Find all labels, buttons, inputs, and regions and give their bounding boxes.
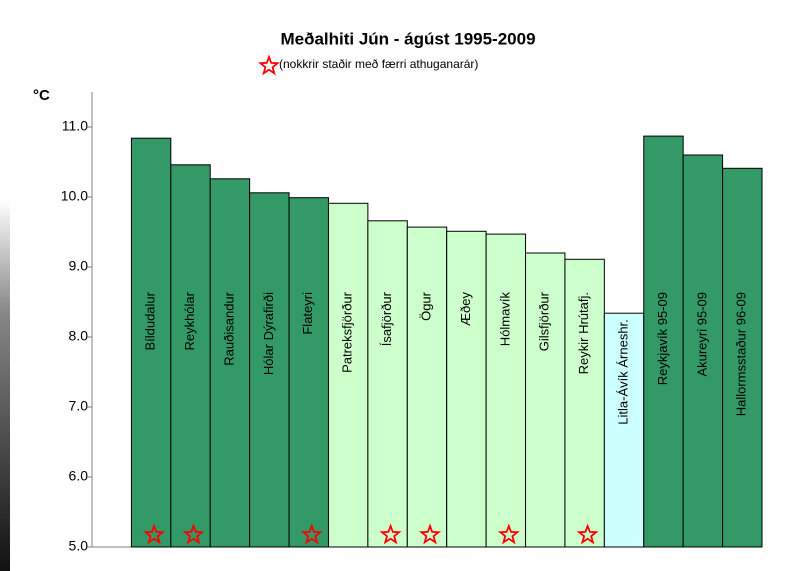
subtitle: (nokkrir staðir með færri athuganarár) <box>279 57 478 71</box>
y-tick-label: 5.0 <box>69 538 89 554</box>
bar-label: Flateyri <box>300 292 315 335</box>
bar-label: Ögur <box>418 291 433 321</box>
bar-label: Reykjavík 95-09 <box>655 292 670 385</box>
bar-label: Akureyri 95-09 <box>694 292 709 377</box>
bar-label: Hólmavík <box>497 292 512 347</box>
bar <box>603 312 645 548</box>
y-tick-label: 10.0 <box>61 188 88 204</box>
y-tick-label: 9.0 <box>69 258 89 274</box>
y-tick-label: 6.0 <box>69 468 89 484</box>
bar-label: Reykir Hrútafj. <box>576 292 591 374</box>
y-tick-label: 8.0 <box>69 328 89 344</box>
legend-star <box>257 54 281 76</box>
star-marker <box>576 523 599 545</box>
bar <box>485 233 527 548</box>
bar <box>446 230 487 548</box>
y-axis-label: °C <box>33 87 50 104</box>
y-tick-label: 11.0 <box>62 118 88 134</box>
bar-label: Hólar Dýrafirði <box>261 292 276 375</box>
star-marker <box>497 523 520 545</box>
bar <box>643 135 684 548</box>
bar <box>525 252 566 548</box>
bar-label: Bíldudalur <box>143 291 158 350</box>
star-marker <box>300 523 323 545</box>
star-marker <box>379 523 402 545</box>
edge-decoration <box>0 200 10 571</box>
bar <box>682 154 724 548</box>
bar-label: Æðey <box>458 292 473 326</box>
bar <box>209 178 251 548</box>
bar-label: Gilsfjörður <box>537 291 552 351</box>
bar-label: Litla-Ávík Árneshr. <box>615 319 630 425</box>
bar <box>406 226 448 548</box>
bar <box>327 202 369 548</box>
bar-label: Ísafjörður <box>379 291 394 346</box>
bar-label: Reykhólar <box>182 291 197 350</box>
bar <box>722 167 763 548</box>
star-marker <box>182 523 205 545</box>
bar-label: Patreksfjörður <box>340 291 355 373</box>
bar-label: Rauðisandur <box>221 291 236 365</box>
bar <box>564 258 605 548</box>
bar <box>367 220 408 548</box>
chart-title: Meðalhiti Jún - ágúst 1995-2009 <box>280 29 535 48</box>
star-marker <box>418 523 442 545</box>
bar <box>288 197 329 548</box>
bar <box>170 164 211 548</box>
bar-label: Hallormsstaður 96-09 <box>734 292 749 416</box>
star-marker <box>143 523 166 545</box>
y-tick-label: 7.0 <box>69 398 89 414</box>
